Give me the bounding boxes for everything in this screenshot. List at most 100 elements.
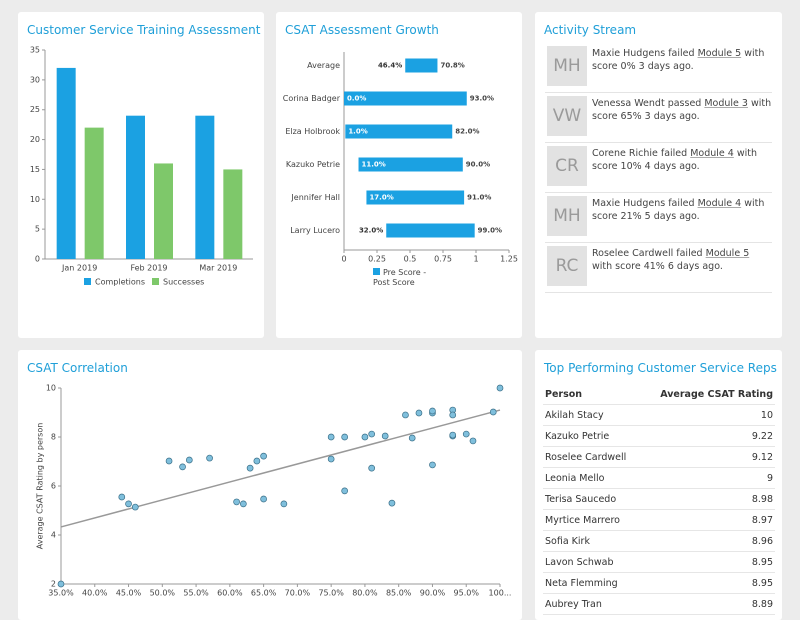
- point: [429, 407, 436, 415]
- point: [408, 434, 416, 442]
- table-cell: 8.97: [640, 509, 775, 531]
- bar: [223, 169, 243, 259]
- value-label: 70.8%: [440, 62, 464, 70]
- activity-message: Maxie Hudgens failed: [592, 48, 695, 59]
- x-tick-label: 40.0%: [82, 589, 108, 598]
- card-title: Customer Service Training Assessment: [27, 23, 261, 37]
- activity-message: Roselee Cardwell failed: [592, 248, 703, 259]
- trendline: [60, 409, 501, 528]
- x-tick-label: 80.0%: [352, 589, 378, 598]
- module-link[interactable]: Module 3: [704, 98, 748, 109]
- y-tick-label: Average: [307, 61, 340, 70]
- value-label: 11.0%: [362, 161, 386, 169]
- module-link[interactable]: Module 4: [690, 148, 734, 159]
- bar: [344, 91, 467, 106]
- table-cell: Neta Flemming: [543, 572, 641, 594]
- bar: [366, 190, 465, 205]
- point: [246, 464, 254, 472]
- value-label: 0.0%: [347, 95, 366, 103]
- bar: [195, 115, 215, 259]
- table: Person Average CSAT Rating Akilah Stacy 10 K…: [543, 384, 775, 615]
- y-axis-label: Average CSAT Rating by person: [36, 423, 45, 550]
- table-row: Leonia Mello 9: [543, 467, 775, 489]
- table-cell: Terisa Saucedo: [543, 488, 641, 510]
- table-cell: 9.12: [640, 446, 775, 468]
- bar: [84, 127, 104, 259]
- x-tick-label: 0.5: [404, 255, 417, 264]
- x-tick-label: 0: [341, 255, 346, 264]
- table-row: Aubrey Tran 8.89: [543, 593, 775, 615]
- x-tick-label: 35.0%: [48, 589, 74, 598]
- y-tick-label: Elza Holbrook: [285, 127, 340, 136]
- legend-swatch: [152, 278, 159, 285]
- table-cell: Myrtice Marrero: [543, 509, 641, 531]
- card: 2 4 6 8 10 35.0% 40.0% 45.0% 50.0% 55.0% 60.0% 65.0…: [18, 350, 522, 620]
- y-tick-label: 30: [30, 75, 40, 84]
- card-title: CSAT Correlation: [27, 361, 128, 375]
- x-tick-label: 55.0%: [183, 589, 209, 598]
- point: [253, 457, 261, 465]
- table-row: Sofia Kirk 8.96: [543, 530, 775, 552]
- table-cell: 8.98: [640, 488, 775, 510]
- module-link[interactable]: Module 5: [697, 48, 742, 59]
- point: [280, 500, 288, 508]
- point: [206, 454, 213, 462]
- value-label: 1.0%: [348, 128, 367, 136]
- point: [125, 500, 132, 508]
- card-title: Activity Stream: [544, 23, 637, 37]
- card: Top Performing Customer Service Reps Per…: [535, 350, 782, 620]
- avatar: MH: [547, 46, 587, 86]
- card-title: Top Performing Customer Service Reps: [544, 361, 777, 375]
- value-label: 99.0%: [478, 227, 502, 235]
- table-cell: 8.95: [640, 572, 775, 594]
- column-header: Average CSAT Rating: [640, 384, 775, 405]
- chart: 2 4 6 8 10 35.0% 40.0% 45.0% 50.0% 55.0% 60.0% 65.0…: [36, 384, 512, 598]
- chart: 0 0.25 0.5 0.75 1 1.25 Average 46.4% 70.8% Corina…: [283, 52, 518, 264]
- bar: [358, 157, 463, 172]
- table-row: Terisa Saucedo 8.98: [543, 488, 775, 510]
- x-tick-label: 100...: [489, 589, 512, 598]
- y-tick-label: Corina Badger: [283, 94, 341, 103]
- x-tick-label: 1.25: [500, 255, 518, 264]
- table-cell: 10: [640, 404, 775, 426]
- y-tick-label: 8: [51, 433, 56, 442]
- legend-label: Successes: [163, 278, 204, 287]
- point: [489, 408, 497, 416]
- avatar: MH: [547, 196, 587, 236]
- card: 0 0.25 0.5 0.75 1 1.25 Average 46.4% 70.8% Corina…: [276, 12, 522, 338]
- point: [361, 433, 369, 441]
- point: [179, 463, 186, 471]
- value-label: 17.0%: [369, 194, 393, 202]
- activity-item: VW Venessa Wendt passed Module 3 with sco…: [545, 92, 772, 143]
- point: [402, 411, 409, 419]
- point: [240, 500, 247, 508]
- x-tick-label: 85.0%: [386, 589, 412, 598]
- card: Activity Stream MH Maxie Hudgens failed M…: [535, 12, 782, 338]
- legend-swatch: [84, 278, 91, 285]
- point: [118, 493, 126, 501]
- module-link[interactable]: Module 5: [705, 248, 750, 259]
- table-cell: 8.96: [640, 530, 775, 552]
- table-cell: Leonia Mello: [543, 467, 641, 489]
- activity-detail: with score 41% 6 days ago.: [592, 261, 723, 272]
- activity-item: CR Corene Richie failed Module 4 with sco…: [545, 142, 772, 193]
- x-tick-label: 95.0%: [454, 589, 480, 598]
- avatar: CR: [547, 146, 587, 186]
- table-row: Kazuko Petrie 9.22: [543, 425, 775, 447]
- point: [131, 503, 139, 511]
- x-tick-label: 70.0%: [285, 589, 311, 598]
- x-tick-label: 75.0%: [318, 589, 344, 598]
- column-header: Person: [543, 384, 641, 405]
- table-cell: Aubrey Tran: [543, 593, 641, 615]
- x-tick-label: Jan 2019: [61, 264, 97, 273]
- activity-message: Corene Richie failed: [592, 148, 688, 159]
- activity-text: Maxie Hudgens failed Module 4 with score…: [592, 197, 772, 223]
- x-tick-label: 1: [473, 255, 478, 264]
- table-cell: Roselee Cardwell: [543, 446, 641, 468]
- value-label: 91.0%: [467, 194, 491, 202]
- point: [327, 455, 335, 463]
- point: [341, 433, 349, 441]
- table-cell: 9.22: [640, 425, 775, 447]
- module-link[interactable]: Module 4: [697, 198, 742, 209]
- y-tick-label: 15: [30, 165, 40, 174]
